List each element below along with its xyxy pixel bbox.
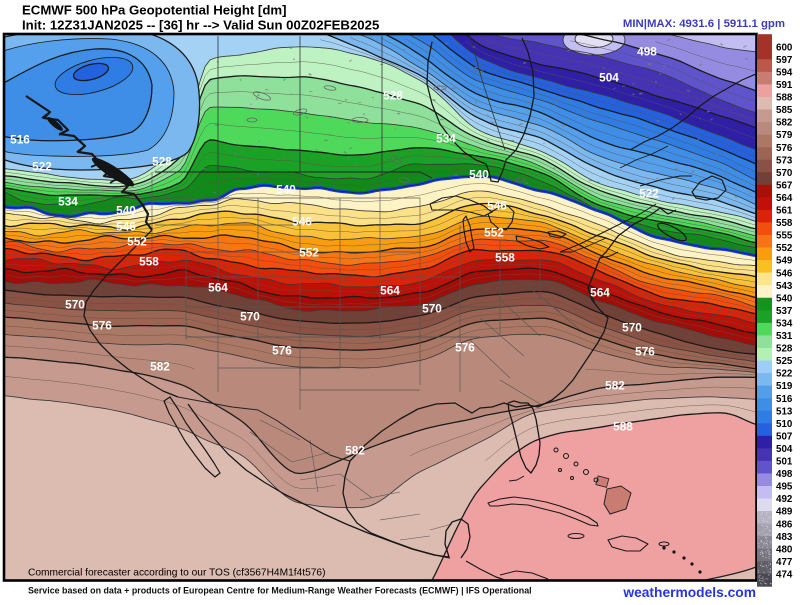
svg-text:582: 582 [345,444,365,458]
svg-text:564: 564 [776,193,793,204]
svg-text:543: 543 [776,281,793,292]
svg-text:Init: 12Z31JAN2025 -- [36] hr: Init: 12Z31JAN2025 -- [36] hr --> Valid … [22,18,379,33]
svg-text:576: 576 [272,344,292,358]
svg-text:519: 519 [776,381,793,392]
svg-text:Commercial forecaster accordin: Commercial forecaster according to our T… [28,568,325,579]
svg-text:483: 483 [776,532,793,543]
svg-text:549: 549 [776,256,793,267]
svg-text:522: 522 [639,187,659,201]
svg-text:540: 540 [276,183,296,197]
svg-text:528: 528 [776,344,793,355]
svg-text:588: 588 [613,420,633,434]
svg-text:585: 585 [776,105,793,116]
svg-text:510: 510 [776,419,793,430]
svg-text:570: 570 [622,321,642,335]
svg-text:546: 546 [116,220,136,234]
svg-text:ECMWF 500 hPa Geopotential Hei: ECMWF 500 hPa Geopotential Height [dm] [22,3,287,18]
svg-text:504: 504 [599,71,619,85]
svg-text:546: 546 [776,268,793,279]
svg-text:546: 546 [292,215,312,229]
svg-text:492: 492 [776,494,793,505]
svg-text:570: 570 [240,310,260,324]
svg-text:540: 540 [469,168,489,182]
svg-text:546: 546 [487,199,507,213]
svg-text:567: 567 [776,180,793,191]
svg-text:600: 600 [776,42,793,53]
svg-text:498: 498 [637,45,657,59]
svg-text:540: 540 [116,204,136,218]
svg-text:495: 495 [776,482,793,493]
svg-text:528: 528 [383,89,403,103]
svg-text:564: 564 [590,286,610,300]
svg-text:516: 516 [776,394,793,405]
svg-text:555: 555 [776,231,793,242]
svg-text:576: 576 [455,341,475,355]
svg-text:582: 582 [150,360,170,374]
svg-text:537: 537 [776,306,793,317]
svg-text:507: 507 [776,431,793,442]
svg-text:552: 552 [776,243,793,254]
svg-text:522: 522 [776,369,793,380]
svg-text:576: 576 [635,345,655,359]
svg-text:579: 579 [776,130,793,141]
svg-text:558: 558 [495,251,515,265]
svg-text:570: 570 [422,302,442,316]
svg-text:MIN|MAX: 4931.6 | 5911.1 gpm: MIN|MAX: 4931.6 | 5911.1 gpm [623,18,785,30]
svg-text:594: 594 [776,67,793,78]
svg-text:582: 582 [776,118,793,129]
svg-text:480: 480 [776,544,793,555]
svg-text:597: 597 [776,55,793,66]
svg-text:525: 525 [776,356,793,367]
svg-text:489: 489 [776,507,793,518]
svg-text:531: 531 [776,331,793,342]
svg-text:561: 561 [776,206,793,217]
svg-text:558: 558 [139,255,159,269]
svg-text:534: 534 [436,132,456,146]
svg-text:540: 540 [776,293,793,304]
svg-text:477: 477 [776,557,793,568]
svg-text:591: 591 [776,80,793,91]
svg-text:588: 588 [776,93,793,104]
svg-text:570: 570 [776,168,793,179]
svg-text:474: 474 [776,569,793,580]
svg-text:576: 576 [92,319,112,333]
svg-text:weathermodels.com: weathermodels.com [622,585,756,600]
svg-text:516: 516 [10,133,30,147]
svg-text:564: 564 [208,281,228,295]
svg-text:582: 582 [605,379,625,393]
svg-text:498: 498 [776,469,793,480]
svg-text:534: 534 [58,195,78,209]
svg-text:552: 552 [484,226,504,240]
svg-text:486: 486 [776,519,793,530]
svg-text:504: 504 [776,444,793,455]
svg-text:558: 558 [776,218,793,229]
svg-text:573: 573 [776,155,793,166]
svg-text:552: 552 [127,235,147,249]
svg-text:Service based on data + produc: Service based on data + products of Euro… [28,586,532,596]
svg-text:552: 552 [299,246,319,260]
svg-text:528: 528 [152,155,172,169]
svg-text:576: 576 [776,143,793,154]
svg-text:534: 534 [776,318,793,329]
svg-text:564: 564 [380,284,400,298]
svg-text:570: 570 [65,298,85,312]
svg-text:513: 513 [776,406,793,417]
svg-text:522: 522 [32,160,52,174]
svg-text:501: 501 [776,457,793,468]
